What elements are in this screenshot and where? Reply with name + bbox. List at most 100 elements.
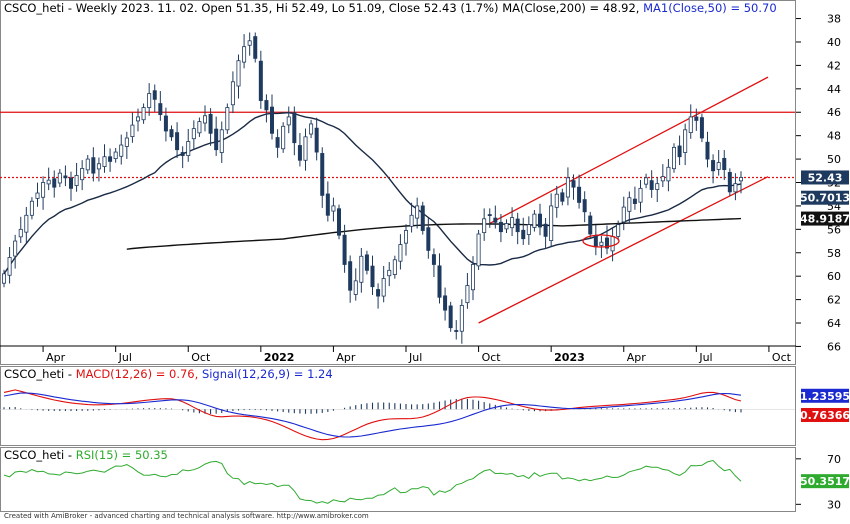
x-tick-label: 2022 bbox=[264, 351, 295, 364]
candle-body bbox=[130, 124, 135, 137]
candle-body bbox=[281, 125, 286, 150]
candle-body bbox=[420, 205, 425, 231]
x-tick-label: 2023 bbox=[554, 351, 585, 364]
candle-body bbox=[510, 217, 515, 229]
candle-body bbox=[108, 156, 113, 162]
price-y-axis: 666462605856545250484644424038 bbox=[796, 13, 841, 353]
candle-body bbox=[41, 182, 46, 198]
candle-body bbox=[175, 132, 180, 151]
candle-body bbox=[515, 218, 520, 233]
channel-upper-line bbox=[489, 76, 769, 225]
candle-body bbox=[169, 129, 174, 138]
x-tick-label: Apr bbox=[336, 351, 356, 364]
x-tick-label: Oct bbox=[191, 351, 211, 364]
candle-body bbox=[632, 198, 637, 204]
candle-body bbox=[727, 172, 732, 193]
candle-body bbox=[269, 106, 274, 134]
candle-body bbox=[35, 192, 40, 199]
candle-body bbox=[571, 180, 576, 188]
candle-body bbox=[688, 116, 693, 134]
scale-area bbox=[796, 0, 850, 512]
y-tick-label: 42 bbox=[827, 59, 841, 72]
candle-body bbox=[733, 183, 738, 193]
candle-body bbox=[336, 208, 341, 236]
candle-body bbox=[415, 205, 420, 219]
price-badges: 52.43 50.7013 48.9187 bbox=[800, 170, 850, 226]
candle-body bbox=[69, 177, 74, 189]
candle-body bbox=[202, 115, 207, 124]
rsi-badge-bg bbox=[801, 474, 849, 489]
y-tick-label: 38 bbox=[827, 13, 841, 26]
candle-body bbox=[320, 153, 325, 196]
candle-body bbox=[309, 123, 314, 135]
y-tick-label: 58 bbox=[827, 247, 841, 260]
candle-body bbox=[286, 116, 291, 126]
candle-body bbox=[610, 235, 615, 252]
candle-body bbox=[214, 128, 219, 151]
candle-body bbox=[711, 160, 716, 172]
candle-body bbox=[102, 156, 107, 167]
candle-body bbox=[119, 144, 124, 157]
candle-body bbox=[699, 117, 704, 139]
candle-body bbox=[538, 213, 543, 228]
macd-lines bbox=[3, 389, 742, 441]
candle-body bbox=[74, 175, 79, 186]
support-ellipse bbox=[582, 234, 620, 248]
macd-pane-title: CSCO_heti - MACD(12,26) = 0.76, Signal(1… bbox=[4, 367, 333, 381]
candle-body bbox=[163, 115, 168, 132]
candle-body bbox=[158, 103, 163, 115]
candle-body bbox=[549, 205, 554, 241]
candle-body bbox=[85, 158, 90, 171]
rsi-pane-frame bbox=[0, 447, 796, 512]
candle-body bbox=[258, 60, 263, 101]
candle-body bbox=[739, 177, 744, 182]
candle-body bbox=[46, 179, 51, 185]
y-tick-label: 40 bbox=[827, 36, 841, 49]
candle-body bbox=[13, 240, 18, 257]
x-tick-label: Jul bbox=[408, 351, 422, 364]
candle-body bbox=[359, 255, 364, 283]
candle-body bbox=[409, 214, 414, 227]
candle-body bbox=[465, 285, 470, 304]
ma200-badge-text: 48.9187 bbox=[800, 213, 850, 226]
close-badge-text: 52.43 bbox=[808, 171, 843, 184]
candle-body bbox=[649, 180, 654, 190]
candle-body bbox=[521, 229, 526, 240]
trend-channel bbox=[478, 76, 769, 324]
candle-body bbox=[191, 128, 196, 140]
macd-value-badge-text: 0.76366 bbox=[800, 409, 850, 422]
ma50-badge-text: 50.7013 bbox=[800, 192, 850, 205]
y-tick-label: 62 bbox=[827, 294, 841, 307]
candle-body bbox=[376, 289, 381, 297]
candle-body bbox=[593, 235, 598, 248]
candle-body bbox=[443, 295, 448, 311]
macd-signal-badge: 1.23595 bbox=[800, 388, 850, 403]
channel-lower-line bbox=[478, 176, 769, 324]
x-tick-label: Jul bbox=[118, 351, 132, 364]
candle-body bbox=[666, 166, 671, 182]
ma50-badge: 50.7013 bbox=[800, 190, 850, 205]
candle-body bbox=[236, 60, 241, 87]
candle-body bbox=[124, 137, 129, 147]
candle-body bbox=[532, 213, 537, 228]
macd-signal-badge-bg bbox=[801, 388, 849, 403]
candle-body bbox=[672, 146, 677, 170]
ma50-badge-bg bbox=[801, 190, 849, 205]
candle-body bbox=[147, 93, 152, 108]
candle-body bbox=[694, 116, 699, 121]
price-x-axis: Apr Jul Oct 2022 Apr Jul Oct 2023 Apr Jul Oct bbox=[0, 345, 796, 364]
candle-body bbox=[24, 214, 29, 233]
candle-body bbox=[219, 129, 224, 153]
rsi-line bbox=[3, 459, 742, 504]
ma200-badge: 48.9187 bbox=[800, 211, 850, 226]
candle-body bbox=[292, 112, 297, 144]
candle-body bbox=[677, 145, 682, 158]
candle-body bbox=[325, 193, 330, 216]
candle-body bbox=[437, 265, 442, 298]
candle-body bbox=[398, 244, 403, 262]
candle-body bbox=[431, 254, 436, 265]
candle-body bbox=[621, 206, 626, 223]
candle-body bbox=[588, 215, 593, 235]
candle-body bbox=[722, 157, 727, 171]
